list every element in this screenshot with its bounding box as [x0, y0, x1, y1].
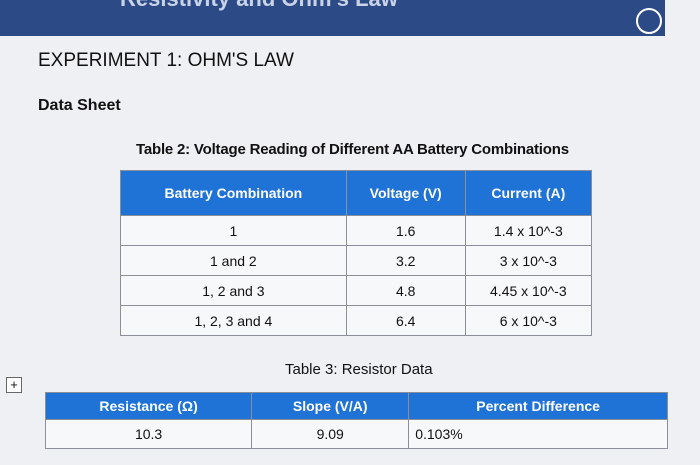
column-header: Voltage (V): [345, 170, 466, 216]
column-header: Current (A): [464, 170, 593, 216]
table-cell: 3.2: [345, 245, 466, 276]
table-cell: 1.6: [345, 215, 466, 246]
table-caption: Table 3: Resistor Data: [285, 361, 433, 378]
table-cell: 1.4 x 10^-3: [464, 215, 593, 246]
table-cell: 6.4: [345, 305, 466, 336]
table: Resistance (Ω) Slope (V/A) Percent Differe…: [44, 392, 668, 449]
table-row: 1 1.6 1.4 x 10^-3: [120, 215, 593, 246]
table-cell: 9.09: [251, 419, 410, 449]
banner-title: Resistivity and Ohm's Law: [120, 0, 398, 12]
table-cell: 4.8: [345, 275, 466, 306]
logo-icon[interactable]: [636, 8, 662, 34]
table-cell: 0.103%: [408, 419, 668, 449]
table-handle[interactable]: +: [6, 377, 22, 393]
column-header: Resistance (Ω): [44, 392, 253, 420]
column-header: Battery Combination: [120, 170, 347, 216]
table-cell: 1: [120, 215, 347, 246]
table-cell: 10.3: [44, 419, 253, 449]
table-row: 1, 2, 3 and 4 6.4 6 x 10^-3: [120, 305, 593, 336]
table-cell: 1 and 2: [120, 245, 347, 276]
table-cell: 6 x 10^-3: [464, 305, 593, 336]
column-header: Slope (V/A): [251, 392, 410, 420]
header-row: Resistance (Ω) Slope (V/A) Percent Differe…: [44, 392, 668, 420]
table-row: 10.3 9.09 0.103%: [44, 419, 668, 449]
table-caption: Table 2: Voltage Reading of Different AA…: [136, 141, 569, 158]
table: Battery Combination Voltage (V) Current (A…: [120, 170, 593, 336]
table-cell: 3 x 10^-3: [464, 245, 593, 276]
column-header: Percent Difference: [408, 392, 668, 420]
subheading: Data Sheet: [38, 97, 121, 114]
table-cell: 4.45 x 10^-3: [464, 275, 593, 306]
banner: Resistivity and Ohm's Law: [0, 0, 665, 36]
heading: EXPERIMENT 1: OHM'S LAW: [38, 50, 294, 71]
table-row: 1, 2 and 3 4.8 4.45 x 10^-3: [120, 275, 593, 306]
table-row: 1 and 2 3.2 3 x 10^-3: [120, 245, 593, 276]
table-cell: 1, 2, 3 and 4: [120, 305, 347, 336]
header-row: Battery Combination Voltage (V) Current (A…: [120, 170, 593, 216]
table-cell: 1, 2 and 3: [120, 275, 347, 306]
